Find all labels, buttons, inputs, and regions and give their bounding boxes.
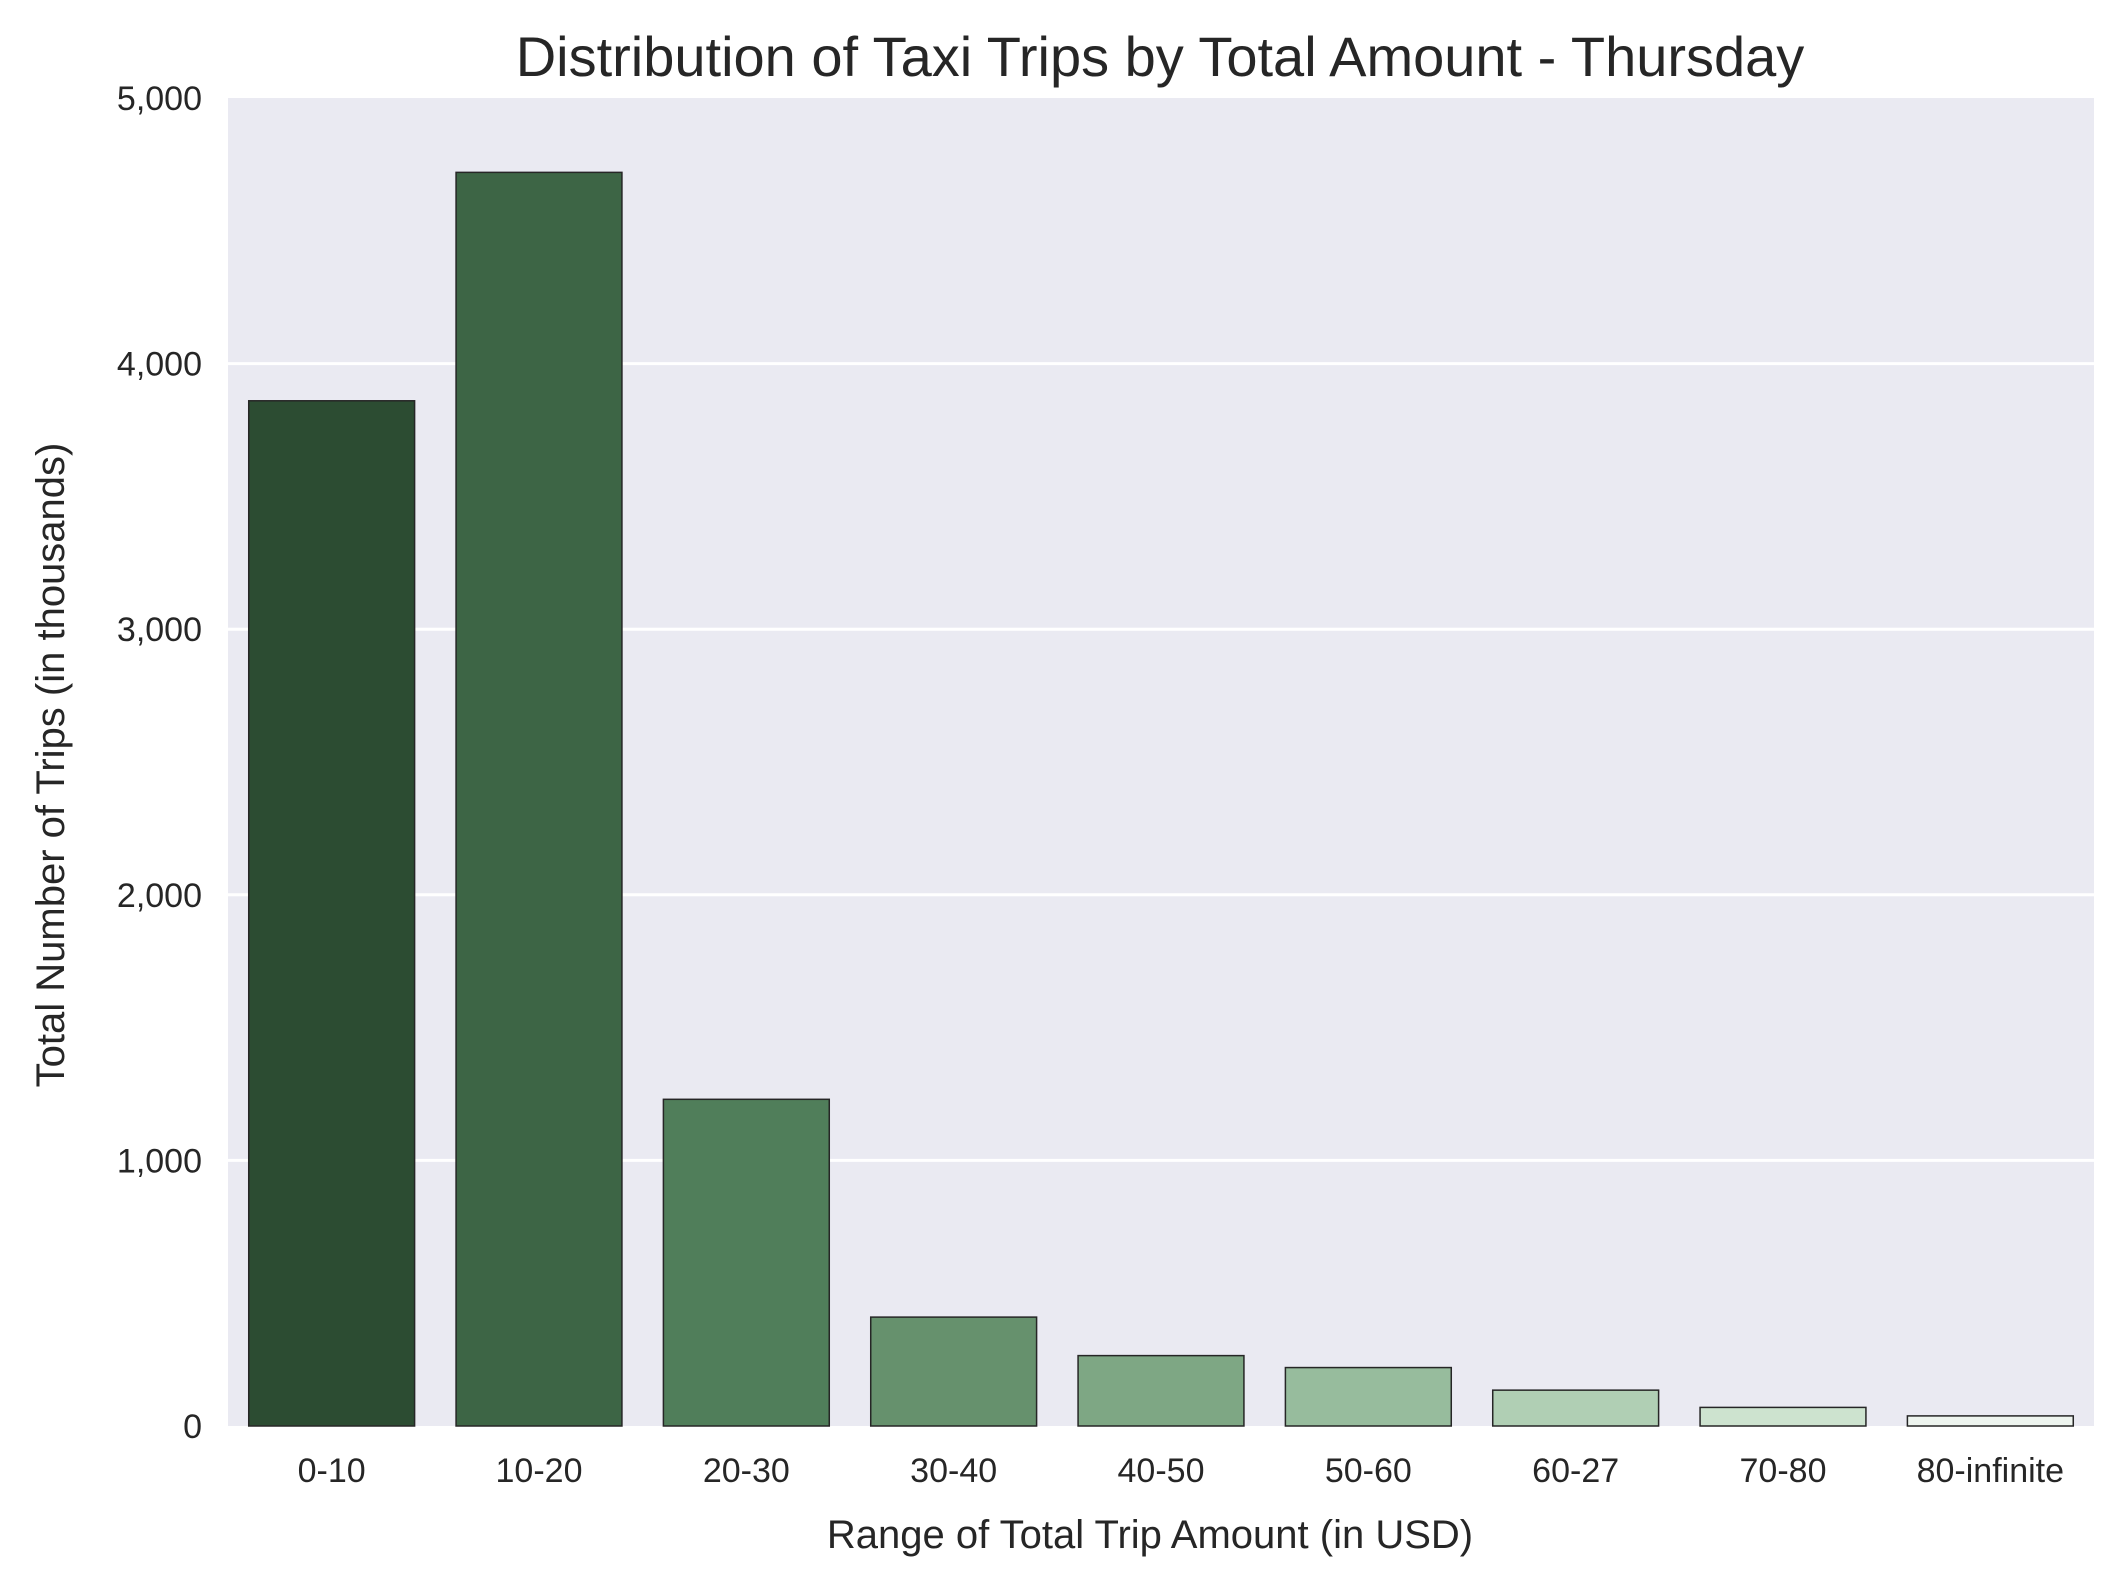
y-tick-label: 4,000 [117,346,202,384]
x-axis-label: Range of Total Trip Amount (in USD) [827,1513,1473,1557]
bars [247,171,2075,1427]
bar [455,171,623,1427]
bar [1077,1354,1245,1427]
x-tick-label: 70-80 [1740,1452,1827,1490]
x-tick-label: 80-infinite [1917,1452,2064,1490]
y-tick-labels: 0 1,000 2,000 3,000 4,000 5,000 [117,80,202,1446]
bar [869,1316,1038,1427]
bar [247,400,416,1427]
y-tick-label: 2,000 [117,877,202,915]
y-tick-label: 5,000 [117,80,202,118]
y-axis-label: Total Number of Trips (in thousands) [29,443,73,1088]
x-tick-label: 10-20 [496,1452,583,1490]
bar [662,1098,831,1427]
bar [1699,1406,1867,1427]
x-tick-label: 30-40 [910,1452,997,1490]
bar [1284,1366,1453,1427]
chart-title: Distribution of Taxi Trips by Total Amou… [516,25,1805,88]
x-tick-label: 50-60 [1325,1452,1412,1490]
x-tick-label: 20-30 [703,1452,790,1490]
x-tick-label: 40-50 [1118,1452,1205,1490]
bar [1906,1415,2075,1427]
x-tick-label: 0-10 [298,1452,366,1490]
y-tick-label: 0 [183,1408,202,1446]
y-tick-label: 1,000 [117,1142,202,1180]
x-tick-label: 60-27 [1532,1452,1619,1490]
x-tick-labels: 0-10 10-20 20-30 30-40 40-50 50-60 60-27 70-80 8… [298,1452,2064,1490]
y-tick-label: 3,000 [117,611,202,649]
bar [1491,1389,1660,1427]
